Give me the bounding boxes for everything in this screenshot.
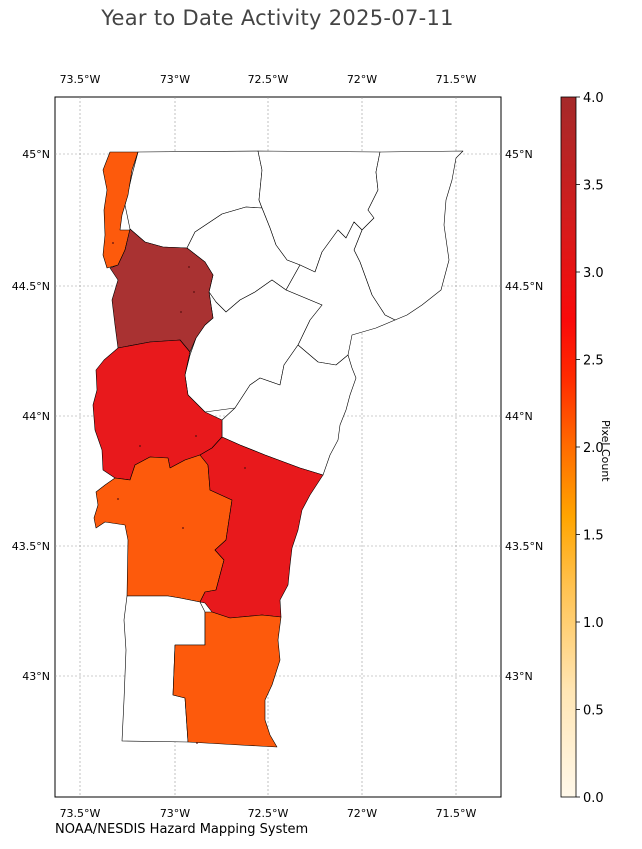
lat-tick-label: 43°N <box>22 670 50 683</box>
map-title: Year to Date Activity 2025-07-11 <box>101 6 454 30</box>
colorbar <box>560 96 577 798</box>
lat-tick-label: 43°N <box>505 670 533 683</box>
lon-tick-label: 72°W <box>347 73 377 86</box>
county-orange <box>221 344 357 476</box>
colorbar-tick-label: 1.0 <box>583 616 604 631</box>
county-windham <box>172 611 282 748</box>
colorbar-label: Pixel Count <box>599 420 612 482</box>
lat-tick-label: 45°N <box>22 148 50 161</box>
colorbar-tick-label: 1.5 <box>583 529 604 544</box>
colorbar-tick-label: 3.5 <box>583 179 604 194</box>
fire-points <box>112 242 246 744</box>
lat-tick-label: 44.5°N <box>12 280 50 293</box>
colorbar-tick-label: 3.0 <box>583 266 604 281</box>
colorbar-tick-label: 2.5 <box>583 354 604 369</box>
lon-tick-label: 72.5°W <box>248 807 289 820</box>
credit-text: NOAA/NESDIS Hazard Mapping System <box>55 822 309 837</box>
lon-tick-label: 73°W <box>160 73 190 86</box>
lat-tick-label: 43.5°N <box>12 540 50 553</box>
lon-tick-label: 71.5°W <box>436 807 477 820</box>
lon-tick-label: 73.5°W <box>60 807 101 820</box>
lon-tick-label: 72°W <box>347 807 377 820</box>
colorbar-tick-label: 4.0 <box>583 91 604 106</box>
lon-tick-label: 73°W <box>160 807 190 820</box>
county-layer <box>92 150 464 748</box>
lat-tick-label: 43.5°N <box>505 540 543 553</box>
lat-ticks-right: 45°N 44.5°N 44°N 43.5°N 43°N <box>505 148 543 683</box>
lon-ticks-top: 73.5°W 73°W 72.5°W 72°W 71.5°W <box>60 73 477 86</box>
colorbar-tick-label: 0.0 <box>583 791 604 806</box>
lat-ticks-left: 45°N 44.5°N 44°N 43.5°N 43°N <box>12 148 50 683</box>
colorbar-tick-label: 2.0 <box>583 441 604 456</box>
lon-tick-label: 72.5°W <box>248 73 289 86</box>
lat-tick-label: 44.5°N <box>505 280 543 293</box>
lat-tick-label: 44°N <box>22 410 50 423</box>
colorbar-ticks: 0.0 0.5 1.0 1.5 2.0 2.5 3.0 3.5 4.0 <box>576 91 604 806</box>
lon-ticks-bottom: 73.5°W 73°W 72.5°W 72°W 71.5°W <box>60 807 477 820</box>
lat-tick-label: 45°N <box>505 148 533 161</box>
lat-tick-label: 44°N <box>505 410 533 423</box>
lon-tick-label: 71.5°W <box>436 73 477 86</box>
colorbar-tick-label: 0.5 <box>583 704 604 719</box>
lon-tick-label: 73.5°W <box>60 73 101 86</box>
